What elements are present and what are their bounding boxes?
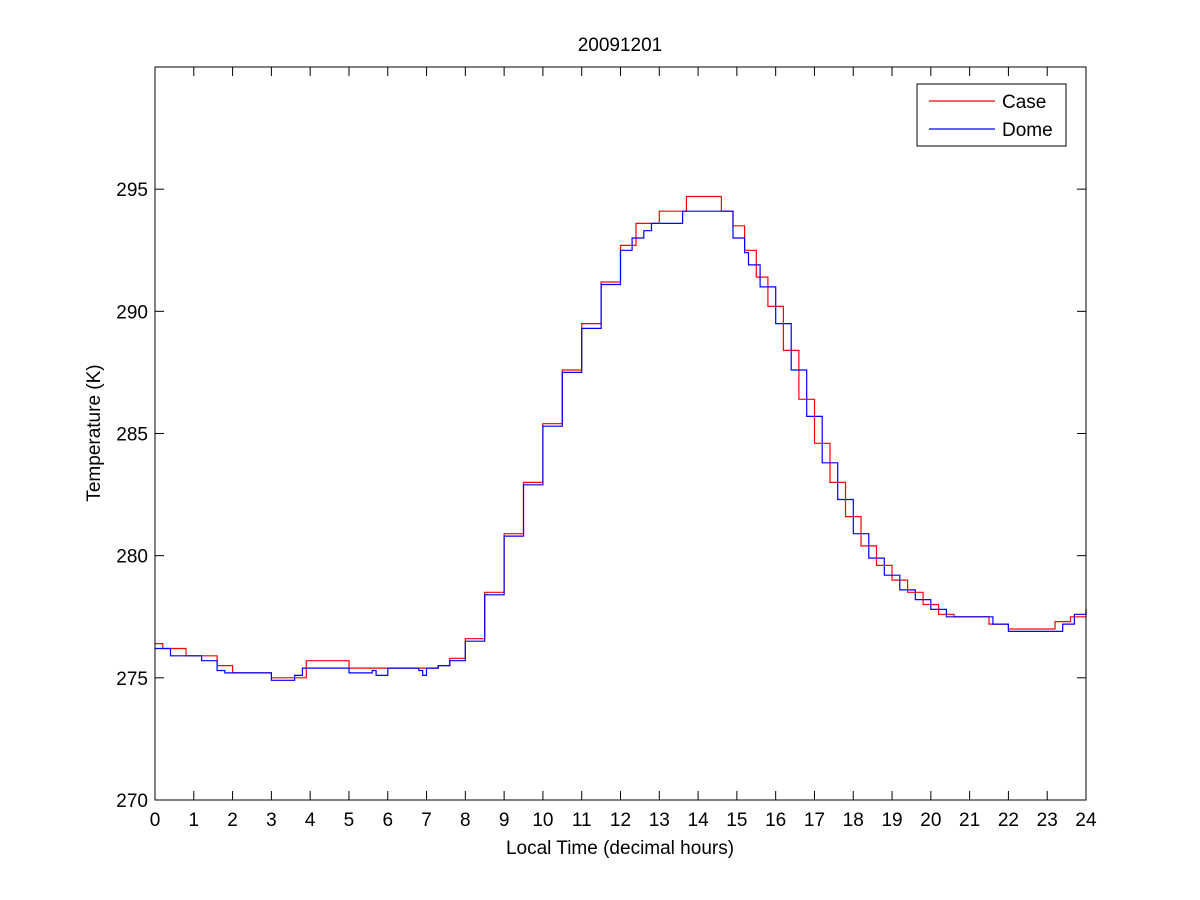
x-tick-label: 1 — [189, 810, 200, 831]
x-tick-label: 14 — [688, 810, 710, 831]
x-tick-label: 3 — [266, 810, 277, 831]
x-tick-label: 7 — [421, 810, 432, 831]
x-tick-label: 18 — [843, 810, 864, 831]
x-tick-label: 15 — [726, 810, 747, 831]
y-tick-label: 270 — [116, 791, 148, 812]
y-tick-label: 280 — [116, 547, 148, 568]
y-axis-label: Temperature (K) — [84, 364, 105, 501]
y-tick-label: 295 — [116, 180, 148, 201]
x-tick-label: 4 — [305, 810, 316, 831]
series-line-case — [155, 195, 1087, 679]
legend-label-dome: Dome — [1002, 120, 1053, 141]
x-tick-label: 21 — [959, 810, 980, 831]
y-tick-label: 290 — [116, 302, 148, 323]
y-axis: 270 275 280 285 290 295 — [116, 180, 1086, 812]
series-line-dome — [155, 210, 1087, 681]
x-tick-label: 12 — [610, 810, 631, 831]
x-tick-label: 6 — [382, 810, 393, 831]
x-tick-label: 20 — [920, 810, 941, 831]
y-tick-label: 285 — [116, 425, 148, 446]
x-axis: 0 1 2 3 4 5 6 7 8 9 10 11 12 13 14 15 16 17 18 19 20 21 22 23 24 — [150, 67, 1097, 831]
x-tick-label: 23 — [1037, 810, 1058, 831]
x-tick-label: 22 — [998, 810, 1019, 831]
y-tick-label: 275 — [116, 669, 148, 690]
x-tick-label: 19 — [881, 810, 902, 831]
x-tick-label: 17 — [804, 810, 825, 831]
chart-title: 20091201 — [578, 35, 663, 56]
x-tick-label: 16 — [765, 810, 786, 831]
series-layer — [155, 195, 1087, 681]
x-tick-label: 9 — [499, 810, 510, 831]
x-tick-label: 2 — [227, 810, 238, 831]
x-tick-label: 10 — [532, 810, 553, 831]
x-tick-label: 0 — [150, 810, 161, 831]
legend-label-case: Case — [1002, 92, 1046, 113]
x-tick-label: 5 — [344, 810, 355, 831]
x-tick-label: 24 — [1075, 810, 1097, 831]
x-axis-label: Local Time (decimal hours) — [506, 838, 734, 859]
x-tick-label: 8 — [460, 810, 471, 831]
x-tick-label: 11 — [572, 810, 592, 831]
legend-box — [916, 83, 1067, 147]
legend: Case Dome — [916, 83, 1067, 147]
x-tick-label: 13 — [649, 810, 670, 831]
